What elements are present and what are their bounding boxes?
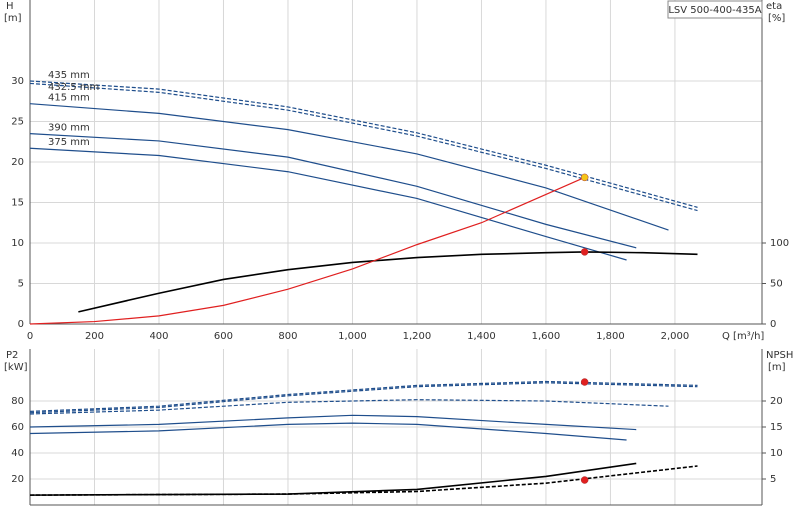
y-tick-label: 40 bbox=[11, 448, 24, 459]
x-tick-label: 200 bbox=[85, 331, 104, 342]
y-axis-label: H bbox=[6, 1, 14, 12]
y2-tick-label: 0 bbox=[770, 319, 776, 330]
x-tick-label: 800 bbox=[278, 331, 297, 342]
curve bbox=[29, 382, 698, 414]
title-box bbox=[667, 0, 763, 19]
y-tick-label: 20 bbox=[11, 157, 24, 168]
curve-label: 375 mm bbox=[48, 137, 90, 148]
x-tick-label: 2,000 bbox=[661, 331, 690, 342]
curve-label: 390 mm bbox=[48, 123, 90, 134]
curve bbox=[29, 147, 627, 261]
y2-tick-label: 10 bbox=[770, 448, 783, 459]
curve bbox=[29, 422, 627, 441]
curve-label: 432.5 mm bbox=[48, 82, 99, 93]
y-tick-label: 10 bbox=[11, 238, 24, 249]
y2-tick-label: 5 bbox=[770, 474, 776, 485]
operating-point bbox=[580, 173, 589, 182]
x-tick-label: 1,800 bbox=[596, 331, 625, 342]
curve bbox=[29, 80, 698, 208]
y-tick-label: 20 bbox=[11, 474, 24, 485]
y-axis-label: P2 bbox=[6, 350, 18, 361]
x-axis-label: Q [m³/h] bbox=[722, 331, 764, 342]
y2-axis-unit: [%] bbox=[768, 13, 785, 24]
curve bbox=[29, 414, 637, 431]
y2-axis-label: NPSH bbox=[766, 350, 793, 361]
y-tick-label: 60 bbox=[11, 422, 24, 433]
x-tick-label: 400 bbox=[149, 331, 168, 342]
y-tick-label: 5 bbox=[18, 279, 24, 290]
curve bbox=[78, 251, 698, 313]
operating-point bbox=[580, 248, 589, 256]
y2-axis-label: eta bbox=[766, 1, 782, 12]
curve-label: 435 mm bbox=[48, 70, 90, 81]
curve bbox=[29, 103, 669, 231]
curve bbox=[29, 176, 585, 325]
y-tick-label: 15 bbox=[11, 198, 24, 209]
chart-title: LSV 500-400-435A bbox=[668, 5, 761, 16]
curve bbox=[29, 82, 698, 212]
curve bbox=[29, 399, 669, 415]
y2-tick-label: 100 bbox=[770, 238, 789, 249]
curve bbox=[29, 465, 698, 496]
curve bbox=[29, 462, 637, 496]
x-tick-label: 1,600 bbox=[532, 331, 561, 342]
y-tick-label: 80 bbox=[11, 396, 24, 407]
y2-tick-label: 50 bbox=[770, 279, 783, 290]
y2-tick-label: 15 bbox=[770, 422, 783, 433]
y-axis-unit: [m] bbox=[4, 13, 22, 24]
curve-label: 415 mm bbox=[48, 93, 90, 104]
y-tick-label: 25 bbox=[11, 117, 24, 128]
y-tick-label: 0 bbox=[18, 319, 24, 330]
x-tick-label: 0 bbox=[27, 331, 33, 342]
y2-axis-unit: [m] bbox=[768, 362, 786, 373]
curve bbox=[29, 380, 698, 412]
y-tick-label: 30 bbox=[11, 76, 24, 87]
operating-point bbox=[580, 476, 589, 484]
x-tick-label: 1,200 bbox=[403, 331, 432, 342]
y-axis-unit: [kW] bbox=[4, 362, 28, 373]
x-tick-label: 1,000 bbox=[338, 331, 367, 342]
curve bbox=[29, 133, 637, 249]
x-tick-label: 600 bbox=[214, 331, 233, 342]
operating-point bbox=[580, 378, 589, 386]
y2-tick-label: 20 bbox=[770, 396, 783, 407]
x-tick-label: 1,400 bbox=[467, 331, 496, 342]
